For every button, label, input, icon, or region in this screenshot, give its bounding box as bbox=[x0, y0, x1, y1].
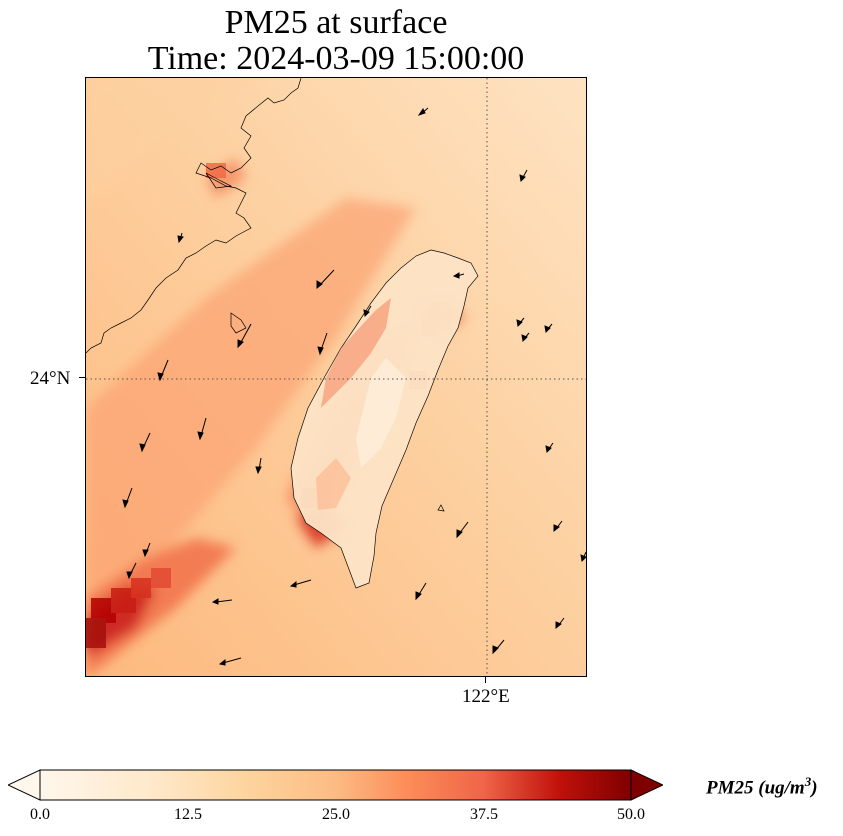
lat-tick-label: 24°N bbox=[30, 368, 71, 389]
map-panel bbox=[85, 77, 587, 677]
lon-tick-label: 122°E bbox=[462, 686, 510, 707]
colorbar-tick-label: 0.0 bbox=[30, 806, 50, 823]
map-timestamp: Time: 2024-03-09 15:00:00 bbox=[147, 40, 525, 77]
colorbar-label: PM25 (ug/m3) bbox=[706, 774, 818, 799]
colorbar bbox=[6, 769, 665, 801]
colorbar-min-extend bbox=[6, 769, 41, 801]
mainland-coastline bbox=[86, 78, 302, 354]
colorbar-max-extend bbox=[630, 769, 665, 801]
colorbar-tick-label: 12.5 bbox=[174, 806, 202, 823]
lat-tick bbox=[79, 377, 85, 378]
wind-vectors bbox=[122, 107, 586, 666]
pm25-field bbox=[86, 78, 586, 676]
colorbar-tick-label: 25.0 bbox=[322, 806, 350, 823]
map-title: PM25 at surface bbox=[224, 4, 448, 41]
lon-tick bbox=[485, 677, 486, 683]
colorbar-gradient bbox=[39, 769, 632, 801]
colorbar-tick-label: 50.0 bbox=[617, 806, 645, 823]
colorbar-tick-label: 37.5 bbox=[470, 806, 498, 823]
